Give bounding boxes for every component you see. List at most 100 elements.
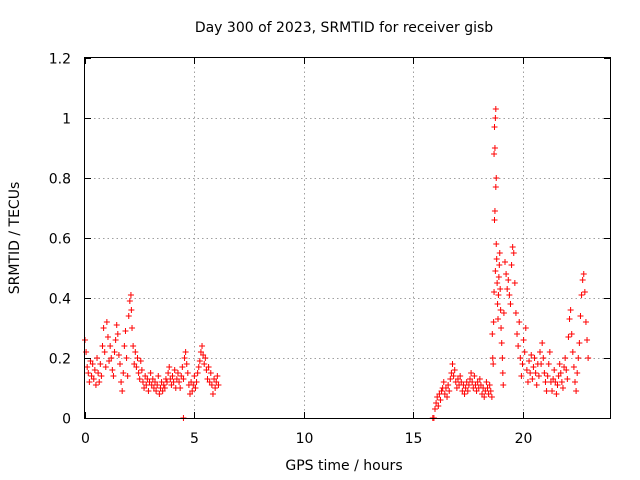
data-point xyxy=(440,379,447,385)
data-point xyxy=(91,367,98,373)
data-point xyxy=(108,355,115,361)
data-point xyxy=(544,373,551,379)
data-point xyxy=(568,331,575,337)
data-point xyxy=(554,382,561,388)
data-point xyxy=(176,379,183,385)
data-point xyxy=(137,358,144,364)
data-point xyxy=(214,373,221,379)
data-point xyxy=(215,382,222,388)
data-point xyxy=(488,394,495,400)
data-point xyxy=(156,391,163,397)
data-point xyxy=(546,349,553,355)
data-point xyxy=(194,370,201,376)
data-point xyxy=(581,289,588,295)
data-point xyxy=(557,370,564,376)
data-point xyxy=(97,361,104,367)
data-point xyxy=(578,292,585,298)
data-point xyxy=(169,373,176,379)
chart-title: Day 300 of 2023, SRMTID for receiver gis… xyxy=(195,20,493,36)
data-point xyxy=(558,379,565,385)
data-point xyxy=(94,355,101,361)
data-point xyxy=(559,385,566,391)
data-point xyxy=(468,370,475,376)
data-point xyxy=(500,310,507,316)
data-point xyxy=(504,286,511,292)
data-point xyxy=(582,319,589,325)
data-point xyxy=(508,262,515,268)
data-point xyxy=(122,328,129,334)
data-point xyxy=(127,292,134,298)
data-point xyxy=(493,241,500,247)
data-point xyxy=(565,334,572,340)
data-point xyxy=(130,343,137,349)
data-point xyxy=(90,376,97,382)
data-point xyxy=(193,379,200,385)
data-point xyxy=(136,376,143,382)
data-point xyxy=(526,358,533,364)
data-point xyxy=(492,184,499,190)
data-point xyxy=(585,355,592,361)
data-point xyxy=(107,343,114,349)
data-point xyxy=(92,382,99,388)
data-point xyxy=(147,370,154,376)
data-point xyxy=(138,367,145,373)
data-point xyxy=(165,370,172,376)
data-point xyxy=(195,364,202,370)
y-tick-label: 1.2 xyxy=(49,52,71,68)
data-point xyxy=(437,397,444,403)
data-point xyxy=(112,337,119,343)
data-point xyxy=(495,274,502,280)
data-point xyxy=(154,382,161,388)
data-point xyxy=(170,379,177,385)
data-point xyxy=(491,208,498,214)
data-point xyxy=(465,382,472,388)
data-point xyxy=(85,370,92,376)
data-point xyxy=(522,325,529,331)
data-point xyxy=(457,373,464,379)
y-tick-label: 1 xyxy=(62,112,71,128)
data-point xyxy=(553,391,560,397)
data-point xyxy=(497,286,504,292)
data-point xyxy=(481,394,488,400)
data-point xyxy=(199,343,206,349)
data-point xyxy=(529,376,536,382)
data-point xyxy=(491,217,498,223)
data-point xyxy=(113,322,120,328)
data-point xyxy=(562,355,569,361)
data-point xyxy=(135,370,142,376)
data-point xyxy=(132,349,139,355)
data-point xyxy=(99,343,106,349)
data-point xyxy=(531,355,538,361)
x-tick-label: 10 xyxy=(296,431,314,447)
data-point xyxy=(208,382,215,388)
data-point xyxy=(509,244,516,250)
data-point xyxy=(124,373,131,379)
data-point xyxy=(84,364,91,370)
data-point xyxy=(495,316,501,322)
data-point xyxy=(483,379,490,385)
data-point xyxy=(201,361,208,367)
data-point xyxy=(519,361,526,367)
data-point xyxy=(451,367,458,373)
data-point xyxy=(493,175,500,181)
data-point xyxy=(155,373,162,379)
data-point xyxy=(512,310,519,316)
data-point xyxy=(573,388,580,394)
data-point xyxy=(515,343,522,349)
data-point xyxy=(500,382,507,388)
data-point xyxy=(202,355,209,361)
data-point xyxy=(145,388,152,394)
data-point xyxy=(514,331,521,337)
data-point xyxy=(189,388,196,394)
data-point xyxy=(489,331,496,337)
data-point xyxy=(577,313,584,319)
data-point xyxy=(567,307,574,313)
data-point xyxy=(566,316,573,322)
data-point xyxy=(569,349,576,355)
data-point xyxy=(101,349,108,355)
data-point xyxy=(98,373,105,379)
data-point xyxy=(183,361,190,367)
data-point xyxy=(564,376,571,382)
data-point xyxy=(510,250,517,256)
data-point xyxy=(153,388,160,394)
